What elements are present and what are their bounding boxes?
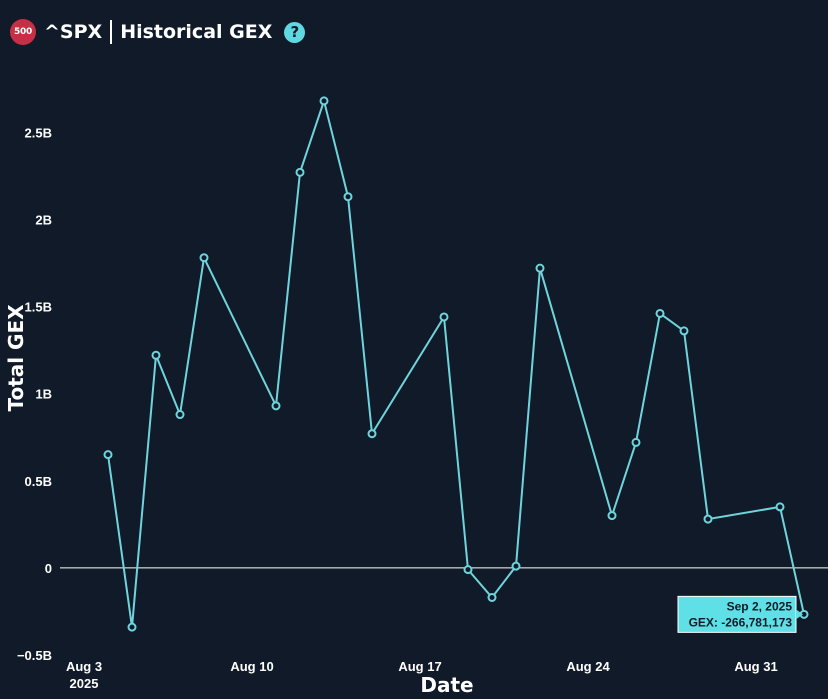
data-point[interactable] bbox=[463, 565, 473, 575]
data-point[interactable] bbox=[511, 561, 521, 571]
y-tick-label: 1.5B bbox=[25, 300, 52, 315]
y-axis-title: Total GEX bbox=[4, 304, 28, 412]
x-tick-label: Aug 10 bbox=[230, 659, 273, 674]
x-tick-label: Aug 17 bbox=[398, 659, 441, 674]
data-point[interactable] bbox=[487, 593, 497, 602]
y-tick-label: −0.5B bbox=[17, 648, 52, 663]
y-tick-label: 0 bbox=[45, 561, 52, 576]
data-point[interactable] bbox=[679, 326, 689, 336]
gex-data-points bbox=[103, 96, 809, 632]
data-point[interactable] bbox=[775, 502, 785, 512]
y-tick-label: 1B bbox=[35, 387, 52, 402]
data-point[interactable] bbox=[151, 350, 161, 360]
data-point[interactable] bbox=[439, 312, 449, 322]
y-tick-label: 2.5B bbox=[25, 125, 52, 140]
data-point[interactable] bbox=[367, 429, 377, 439]
data-point[interactable] bbox=[607, 511, 617, 521]
x-tick-label: Aug 3 bbox=[66, 659, 102, 674]
y-axis-ticks: −0.5B 0 0.5B 1B 1.5B 2B 2.5B bbox=[17, 125, 52, 663]
data-point[interactable] bbox=[631, 437, 641, 447]
data-point[interactable] bbox=[175, 410, 185, 420]
data-point[interactable] bbox=[271, 401, 281, 411]
x-tick-label: Aug 24 bbox=[566, 659, 610, 674]
data-point[interactable] bbox=[103, 450, 113, 460]
data-point[interactable] bbox=[655, 308, 665, 318]
x-axis-title: Date bbox=[420, 673, 473, 697]
x-tick-label: Aug 31 bbox=[734, 659, 777, 674]
page-title: Historical GEX bbox=[120, 21, 273, 43]
data-point[interactable] bbox=[127, 622, 137, 632]
ticker-symbol: ^SPX bbox=[44, 21, 103, 43]
x-axis-ticks: Aug 3 2025 Aug 10 Aug 17 Aug 24 Aug 31 bbox=[66, 659, 778, 691]
gex-series-line bbox=[107, 97, 805, 628]
data-point[interactable] bbox=[295, 167, 305, 177]
data-point[interactable] bbox=[703, 514, 713, 524]
title-divider bbox=[110, 20, 113, 44]
data-point[interactable] bbox=[343, 192, 353, 202]
data-point[interactable] bbox=[535, 263, 545, 273]
y-tick-label: 2B bbox=[35, 212, 52, 227]
question-mark-icon[interactable]: ? bbox=[284, 21, 306, 43]
tooltip-date: Sep 2, 2025 bbox=[727, 599, 793, 613]
x-tick-year-label: 2025 bbox=[70, 676, 99, 691]
data-point[interactable] bbox=[199, 253, 209, 263]
tooltip-box bbox=[677, 595, 797, 633]
hover-tooltip: Sep 2, 2025 GEX: -266,781,173 bbox=[677, 595, 803, 633]
tooltip-pointer bbox=[796, 609, 803, 620]
data-point[interactable] bbox=[319, 96, 329, 106]
chart-header: 500 ^SPX Historical GEX ? bbox=[10, 16, 306, 48]
y-tick-label: 0.5B bbox=[25, 474, 52, 489]
spx-500-badge: 500 bbox=[10, 19, 36, 45]
tooltip-value: GEX: -266,781,173 bbox=[689, 615, 793, 629]
